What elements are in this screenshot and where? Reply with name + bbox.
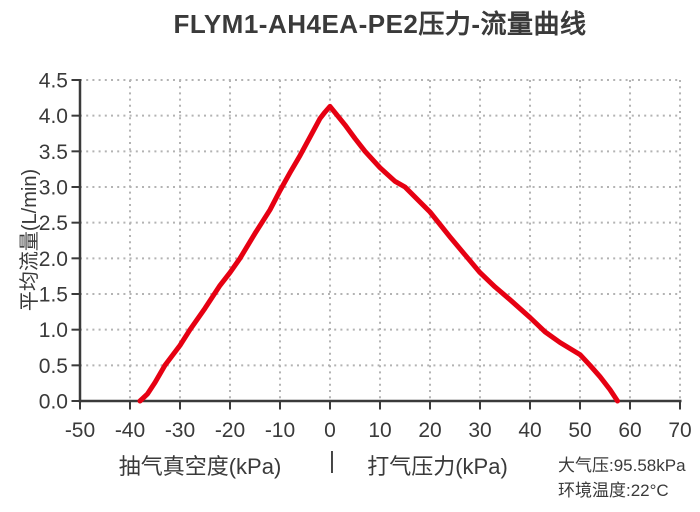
svg-text:-40: -40	[115, 419, 145, 442]
svg-text:0.0: 0.0	[39, 391, 68, 414]
flow-curve	[137, 103, 620, 404]
grid-lines	[80, 79, 681, 401]
x-tick-labels: -50 -40 -30 -20 -10 0 10 20 30 40 50 60 70	[65, 419, 692, 442]
x-axis-label-separator: |	[329, 447, 335, 473]
svg-text:3.0: 3.0	[39, 177, 68, 200]
svg-text:3.5: 3.5	[39, 141, 68, 164]
svg-text:2.0: 2.0	[39, 248, 68, 271]
svg-text:-10: -10	[265, 419, 295, 442]
svg-text:-30: -30	[165, 419, 195, 442]
svg-text:0.5: 0.5	[39, 355, 68, 378]
svg-text:60: 60	[618, 419, 641, 442]
chart-title: FLYM1-AH4EA-PE2压力-流量曲线	[173, 9, 587, 39]
svg-text:1.5: 1.5	[39, 284, 68, 307]
svg-text:4.0: 4.0	[39, 105, 68, 128]
x-axis-label-vacuum: 抽气真空度(kPa)	[118, 454, 282, 479]
atmospheric-pressure-note: 大气压:95.58kPa	[558, 456, 686, 475]
conditions-note: 大气压:95.58kPa 环境温度:22°C	[558, 453, 686, 503]
svg-text:40: 40	[518, 419, 541, 442]
svg-text:-20: -20	[215, 419, 245, 442]
x-axis-label-pressure: 打气压力(kPa)	[367, 454, 508, 479]
svg-text:30: 30	[468, 419, 491, 442]
axis-ticks	[71, 79, 681, 410]
svg-text:2.5: 2.5	[39, 212, 68, 235]
y-tick-labels: 0.0 0.5 1.0 1.5 2.0 2.5 3.0 3.5 4.0 4.5	[39, 70, 68, 414]
svg-text:1.0: 1.0	[39, 319, 68, 342]
svg-text:70: 70	[668, 419, 691, 442]
svg-text:10: 10	[368, 419, 391, 442]
ambient-temperature-note: 环境温度:22°C	[558, 481, 669, 500]
svg-text:0: 0	[324, 419, 336, 442]
svg-text:-50: -50	[65, 419, 95, 442]
svg-text:50: 50	[568, 419, 591, 442]
svg-text:4.5: 4.5	[39, 70, 68, 93]
svg-text:20: 20	[418, 419, 441, 442]
